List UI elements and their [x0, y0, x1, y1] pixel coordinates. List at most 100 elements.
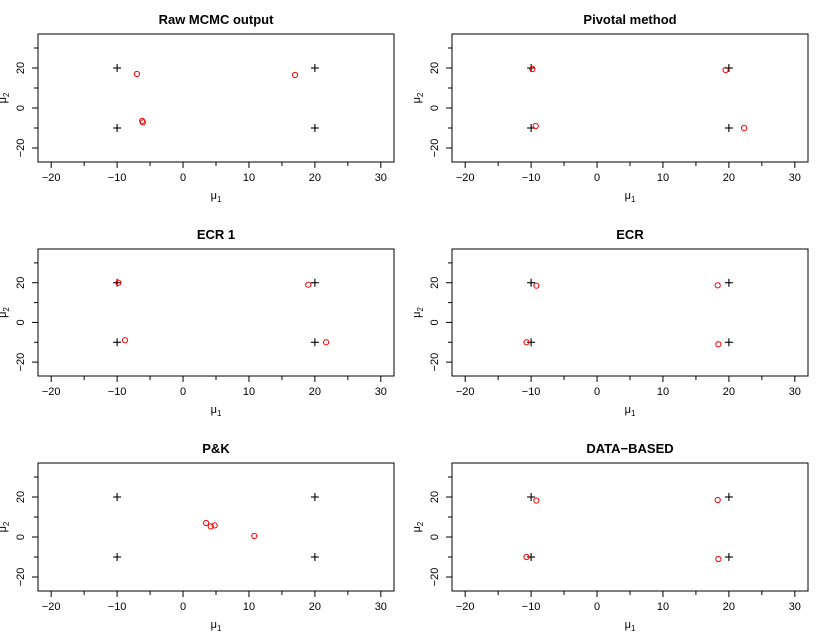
y-tick-label: 20: [429, 277, 441, 289]
x-axis-label: μ1: [211, 404, 222, 418]
y-axis-label-sub: 2: [2, 92, 11, 97]
true-mean-marker: [527, 278, 536, 287]
true-mean-marker: [310, 338, 319, 347]
true-mean-marker: [724, 278, 733, 287]
x-tick-label: 10: [243, 386, 255, 398]
x-tick-label: −10: [108, 601, 127, 613]
y-tick-label: 0: [429, 319, 441, 325]
y-axis-label: μ2: [0, 521, 11, 532]
true-mean-marker: [113, 338, 122, 347]
x-tick-label: −10: [522, 172, 541, 184]
x-tick-label: −10: [522, 386, 541, 398]
true-mean-marker: [310, 493, 319, 501]
y-tick-label: 0: [15, 534, 27, 540]
x-axis-label-sub: 1: [217, 409, 222, 418]
estimated-mean-point: [115, 279, 122, 286]
estimated-mean-point: [533, 497, 540, 504]
true-mean-marker: [310, 64, 319, 72]
x-axis-label-sub: 1: [631, 409, 636, 418]
estimated-mean-point: [523, 553, 530, 561]
x-tick-label: 10: [243, 601, 255, 613]
x-tick-label: 0: [594, 386, 600, 398]
estimated-mean-point: [133, 70, 140, 78]
x-axis-label-main: μ: [625, 619, 631, 631]
estimated-mean-point: [207, 523, 214, 530]
x-tick-label: 20: [309, 601, 321, 613]
estimated-mean-point: [532, 122, 539, 130]
y-tick-label: 0: [15, 319, 27, 325]
chart-title: P&K: [202, 441, 230, 456]
y-axis-label-sub: 2: [416, 521, 425, 526]
estimated-mean-point: [740, 124, 748, 132]
plot-frame: [37, 248, 395, 377]
x-tick-label: 0: [594, 172, 600, 184]
chart-title: ECR: [616, 227, 644, 242]
y-tick-label: −20: [15, 568, 27, 587]
x-axis-label-sub: 1: [217, 195, 222, 204]
estimated-mean-point: [203, 519, 210, 527]
true-mean-marker: [310, 553, 319, 561]
x-tick-label: 30: [789, 172, 801, 184]
x-tick-label: 20: [723, 386, 735, 398]
true-mean-marker: [527, 64, 536, 72]
x-tick-label: 20: [723, 172, 735, 184]
y-axis-label-sub: 2: [2, 307, 11, 312]
x-axis-label-main: μ: [211, 190, 217, 202]
estimated-mean-point: [292, 71, 299, 79]
x-axis-label: μ1: [211, 619, 222, 633]
x-tick-label: 0: [594, 601, 600, 613]
estimated-mean-point: [533, 282, 540, 289]
x-tick-label: 20: [723, 601, 735, 613]
x-axis-label: μ1: [625, 619, 636, 633]
true-mean-marker: [113, 553, 122, 561]
y-tick-label: −20: [15, 139, 27, 158]
x-axis-label-main: μ: [211, 404, 217, 416]
x-tick-label: −20: [456, 601, 475, 613]
x-tick-label: 0: [180, 601, 186, 613]
estimated-mean-point: [523, 339, 530, 346]
y-axis-label-main: μ: [411, 526, 423, 532]
chart-title: DATA−BASED: [586, 441, 673, 456]
true-mean-marker: [724, 124, 733, 132]
true-mean-marker: [724, 553, 733, 561]
x-tick-label: 30: [375, 386, 387, 398]
plot-frame: [451, 248, 809, 377]
plot-frame: [37, 462, 395, 592]
estimated-mean-point: [251, 532, 258, 540]
x-tick-label: 20: [309, 386, 321, 398]
y-axis-label-sub: 2: [2, 521, 11, 526]
estimated-mean-point: [715, 341, 722, 348]
estimated-mean-point: [139, 119, 146, 126]
x-tick-label: 10: [657, 172, 669, 184]
x-tick-label: −10: [108, 386, 127, 398]
y-tick-label: −20: [429, 139, 441, 158]
x-tick-label: 20: [309, 172, 321, 184]
y-tick-label: 20: [15, 277, 27, 289]
x-tick-label: 10: [243, 172, 255, 184]
x-axis-label: μ1: [625, 190, 636, 204]
x-tick-label: −20: [456, 172, 475, 184]
estimated-mean-point: [211, 522, 218, 529]
y-tick-label: 0: [429, 105, 441, 111]
x-tick-label: 30: [375, 172, 387, 184]
y-tick-label: 0: [15, 105, 27, 111]
y-axis-label-main: μ: [0, 312, 9, 318]
x-axis-label-sub: 1: [631, 195, 636, 204]
x-tick-label: −20: [42, 172, 61, 184]
estimated-mean-point: [714, 282, 721, 289]
x-tick-label: 30: [375, 601, 387, 613]
x-tick-label: −20: [42, 601, 61, 613]
y-axis-label-sub: 2: [416, 307, 425, 312]
x-axis-label-main: μ: [211, 619, 217, 631]
true-mean-marker: [113, 493, 122, 501]
chart-title: Raw MCMC output: [159, 12, 274, 27]
estimated-mean-point: [722, 66, 729, 74]
x-axis-label-main: μ: [625, 404, 631, 416]
y-tick-label: −20: [429, 568, 441, 587]
x-tick-label: 10: [657, 601, 669, 613]
